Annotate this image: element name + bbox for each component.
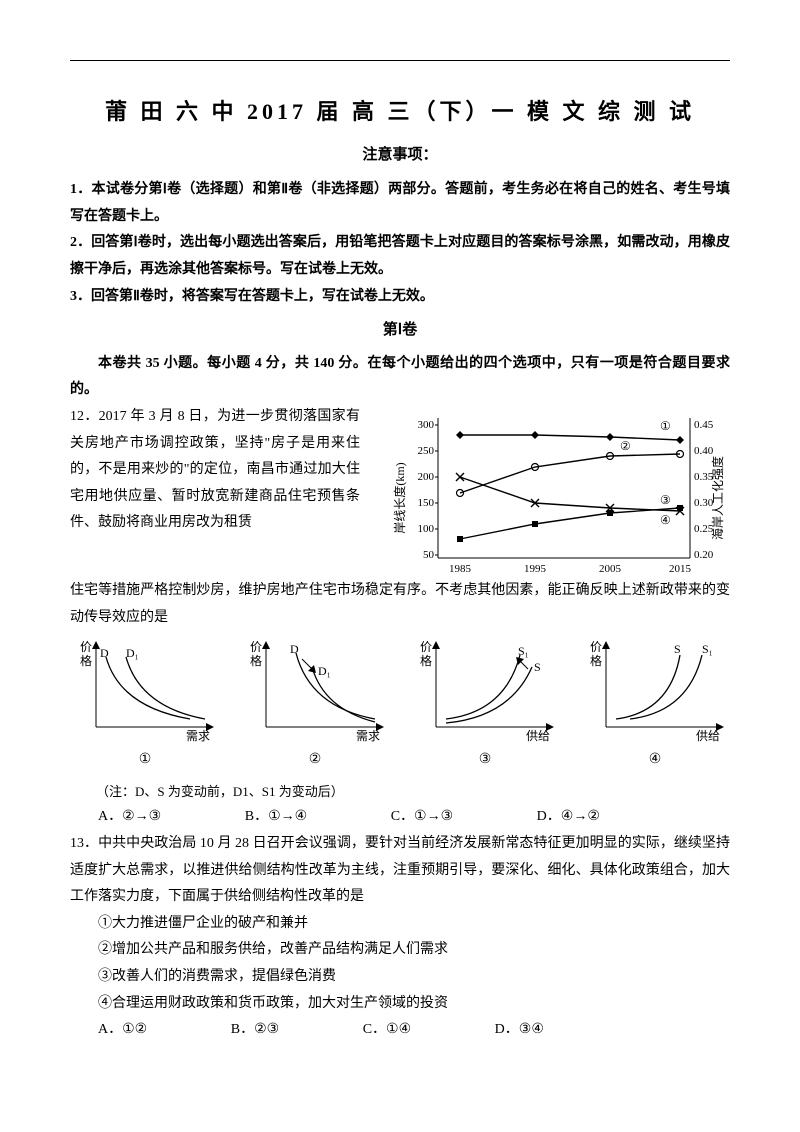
svg-text:价: 价 <box>420 640 432 654</box>
svg-text:格: 格 <box>250 653 262 668</box>
svg-text:供给: 供给 <box>526 729 550 743</box>
svg-text:①: ① <box>660 419 671 433</box>
q12-lead: 12．2017 年 3 月 8 日，为进一步贯彻落国家有关房地产市场调控政策，坚… <box>70 404 360 537</box>
svg-text:2015: 2015 <box>669 563 692 575</box>
svg-text:D: D <box>100 646 109 660</box>
x-ticks: 1985 1995 2005 2015 <box>449 563 692 575</box>
svg-text:0.40: 0.40 <box>694 445 714 457</box>
top-rule <box>70 60 730 61</box>
instruction-2: 2．回答第Ⅰ卷时，选出每小题选出答案后，用铅笔把答题卡上对应题目的答案标号涂黑，… <box>70 230 730 283</box>
q12-opt-b[interactable]: B．①→④ <box>245 804 347 831</box>
q13-opt-a[interactable]: A．①② <box>98 1017 187 1044</box>
instruction-1: 1．本试卷分第Ⅰ卷（选择题）和第Ⅱ卷（非选择题）两部分。答题前，考生务必在将自己… <box>70 177 730 230</box>
y1-axis-label: 岸线长度(km) <box>392 462 407 533</box>
svg-text:300: 300 <box>418 419 435 431</box>
q13-item-4: ④合理运用财政政策和货币政策，加大对生产领域的投资 <box>70 991 730 1018</box>
chart-num-4: ④ <box>580 747 730 774</box>
q13-text: 13．中共中央政治局 10 月 28 日召开会议强调，要针对当前经济发展新常态特… <box>70 831 730 911</box>
series-2 <box>457 450 684 496</box>
y1-ticks: 50 100 150 200 250 300 <box>418 419 439 561</box>
q12-note: （注：D、S 为变动前，D1、S1 为变动后） <box>70 780 730 805</box>
svg-text:1985: 1985 <box>449 563 472 575</box>
svg-text:S: S <box>674 642 681 656</box>
svg-text:S₁: S₁ <box>518 644 529 658</box>
svg-text:需求: 需求 <box>186 729 210 743</box>
svg-text:④: ④ <box>660 513 671 527</box>
svg-text:0.30: 0.30 <box>694 497 714 509</box>
q12-small-charts: 价格 DD₁ 需求 ① 价格 DD₁ 需求 ② 价格 <box>70 637 730 774</box>
svg-text:150: 150 <box>418 497 435 509</box>
svg-text:50: 50 <box>423 549 435 561</box>
q12-options: A．②→③ B．①→④ C．①→③ D．④→② <box>70 804 730 831</box>
q12-opt-a[interactable]: A．②→③ <box>98 804 201 831</box>
svg-text:格: 格 <box>80 653 92 668</box>
svg-text:0.25: 0.25 <box>694 523 714 535</box>
notice-label: 注意事项： <box>70 141 730 170</box>
svg-text:价: 价 <box>590 640 602 654</box>
svg-text:供给: 供给 <box>696 729 720 743</box>
series-3 <box>456 473 684 515</box>
q13-opt-d[interactable]: D．③④ <box>495 1017 584 1044</box>
series-1 <box>456 431 684 444</box>
q13-opt-c[interactable]: C．①④ <box>363 1017 451 1044</box>
q13-item-3: ③改善人们的消费需求，提倡绿色消费 <box>70 964 730 991</box>
svg-text:200: 200 <box>418 471 435 483</box>
svg-text:需求: 需求 <box>356 729 380 743</box>
small-chart-3: 价格 S₁ S 供给 ③ <box>410 637 560 774</box>
small-chart-1: 价格 D D₁ 需求 ① <box>70 637 220 774</box>
instruction-3: 3．回答第Ⅱ卷时，将答案写在答题卡上，写在试卷上无效。 <box>70 284 730 311</box>
q12-opt-c[interactable]: C．①→③ <box>391 804 493 831</box>
svg-text:S₁: S₁ <box>702 642 713 656</box>
chart-num-2: ② <box>240 747 390 774</box>
svg-text:格: 格 <box>420 653 432 668</box>
svg-text:0.35: 0.35 <box>694 471 714 483</box>
svg-text:1995: 1995 <box>524 563 547 575</box>
svg-text:0.20: 0.20 <box>694 549 714 561</box>
section-1-head: 第Ⅰ卷 <box>70 316 730 345</box>
small-chart-4: 价格 S S₁ 供给 ④ <box>580 637 730 774</box>
svg-text:250: 250 <box>418 445 435 457</box>
svg-text:D₁: D₁ <box>318 664 331 678</box>
q12-block: 12．2017 年 3 月 8 日，为进一步贯彻落国家有关房地产市场调控政策，坚… <box>70 404 730 578</box>
q13-item-1: ①大力推进僵尸企业的破产和兼并 <box>70 911 730 938</box>
q13-opt-b[interactable]: B．②③ <box>231 1017 319 1044</box>
svg-text:价: 价 <box>250 640 262 654</box>
small-chart-2: 价格 D D₁ 需求 ② <box>240 637 390 774</box>
svg-text:2005: 2005 <box>599 563 622 575</box>
svg-text:③: ③ <box>660 493 671 507</box>
chart-num-3: ③ <box>410 747 560 774</box>
page-title: 莆 田 六 中 2017 届 高 三（下）一 模 文 综 测 试 <box>70 91 730 133</box>
svg-text:0.45: 0.45 <box>694 419 714 431</box>
q13-item-2: ②增加公共产品和服务供给，改善产品结构满足人们需求 <box>70 937 730 964</box>
q12-opt-d[interactable]: D．④→② <box>537 804 640 831</box>
svg-text:S: S <box>534 660 541 674</box>
q12-main-chart: 岸线长度(km) 海岸人工化强度 50 100 150 200 250 300 … <box>390 408 730 578</box>
svg-text:②: ② <box>620 439 631 453</box>
svg-text:D₁: D₁ <box>126 646 139 660</box>
svg-text:价: 价 <box>80 640 92 654</box>
svg-text:100: 100 <box>418 523 435 535</box>
svg-text:格: 格 <box>590 653 602 668</box>
svg-text:D: D <box>290 642 299 656</box>
chart-num-1: ① <box>70 747 220 774</box>
q12-tail: 住宅等措施严格控制炒房，维护房地产住宅市场稳定有序。不考虑其他因素，能正确反映上… <box>70 578 730 631</box>
q13-options: A．①② B．②③ C．①④ D．③④ <box>70 1017 730 1044</box>
section-1-desc: 本卷共 35 小题。每小题 4 分，共 140 分。在每个小题给出的四个选项中，… <box>70 351 730 404</box>
